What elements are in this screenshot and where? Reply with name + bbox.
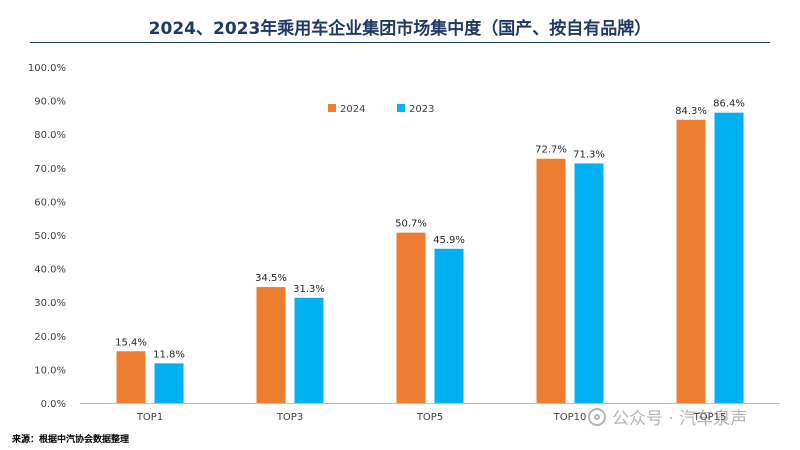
- data-label: 31.3%: [293, 284, 325, 295]
- legend: 2024 2023: [328, 104, 434, 115]
- y-tick-label: 40.0%: [34, 265, 66, 276]
- data-label: 15.4%: [115, 337, 147, 348]
- legend-label: 2024: [340, 104, 365, 115]
- legend-swatch-2024: [328, 104, 336, 112]
- y-tick-label: 20.0%: [34, 332, 66, 343]
- x-tick-label: TOP1: [136, 412, 163, 423]
- bar-2024-TOP15: [676, 119, 706, 403]
- bar-2023-TOP3: [294, 297, 324, 403]
- legend-swatch-2023: [397, 104, 405, 112]
- source-note: 来源：根据中汽协会数据整理: [12, 435, 130, 445]
- y-tick-label: 80.0%: [34, 130, 66, 141]
- x-tick-label: TOP3: [276, 412, 303, 423]
- data-label: 34.5%: [255, 273, 287, 284]
- data-label: 71.3%: [573, 149, 605, 160]
- legend-label: 2023: [409, 104, 434, 115]
- y-tick-label: 100.0%: [28, 63, 66, 74]
- y-tick-label: 30.0%: [34, 298, 66, 309]
- y-axis: 0.0% 10.0% 20.0% 30.0% 40.0% 50.0% 60.0% 70.0% 8…: [28, 63, 66, 410]
- data-label: 72.7%: [535, 145, 567, 156]
- title-divider: [30, 42, 770, 43]
- watermark: 公众号 · 汽车泉声: [588, 404, 747, 429]
- watermark-text: 公众号 · 汽车泉声: [612, 409, 748, 429]
- bar-2024-TOP1: [116, 351, 146, 403]
- x-tick-label: TOP5: [416, 412, 443, 423]
- y-tick-label: 70.0%: [34, 164, 66, 175]
- data-labels: 15.4% 11.8% 34.5% 31.3% 50.7% 45.9% 72.7% 71.3%…: [115, 99, 745, 361]
- bar-2024-TOP3: [256, 287, 286, 403]
- data-label: 50.7%: [395, 219, 427, 230]
- data-label: 11.8%: [153, 349, 185, 360]
- y-tick-label: 0.0%: [41, 399, 66, 410]
- x-tick-label: TOP10: [553, 412, 587, 423]
- x-tick-label: TOP15: [693, 412, 727, 423]
- bar-2024-TOP5: [396, 232, 426, 403]
- x-axis: TOP1 TOP3 TOP5 TOP10 TOP15: [80, 403, 780, 423]
- y-tick-label: 10.0%: [34, 365, 66, 376]
- data-label: 84.3%: [675, 106, 707, 117]
- bars: [116, 112, 744, 404]
- y-tick-label: 60.0%: [34, 197, 66, 208]
- bar-2023-TOP15: [714, 112, 744, 404]
- chart-title: 2024、2023年乘用车企业集团市场集中度（国产、按自有品牌）: [148, 19, 652, 39]
- wechat-icon: [588, 407, 606, 426]
- bar-2023-TOP1: [154, 363, 184, 403]
- bar-2023-TOP10: [574, 163, 604, 403]
- y-tick-label: 90.0%: [34, 97, 66, 108]
- bar-2023-TOP5: [434, 248, 464, 403]
- data-label: 86.4%: [713, 99, 745, 110]
- y-tick-label: 50.0%: [34, 231, 66, 242]
- bar-2024-TOP10: [536, 158, 566, 403]
- data-label: 45.9%: [433, 235, 465, 246]
